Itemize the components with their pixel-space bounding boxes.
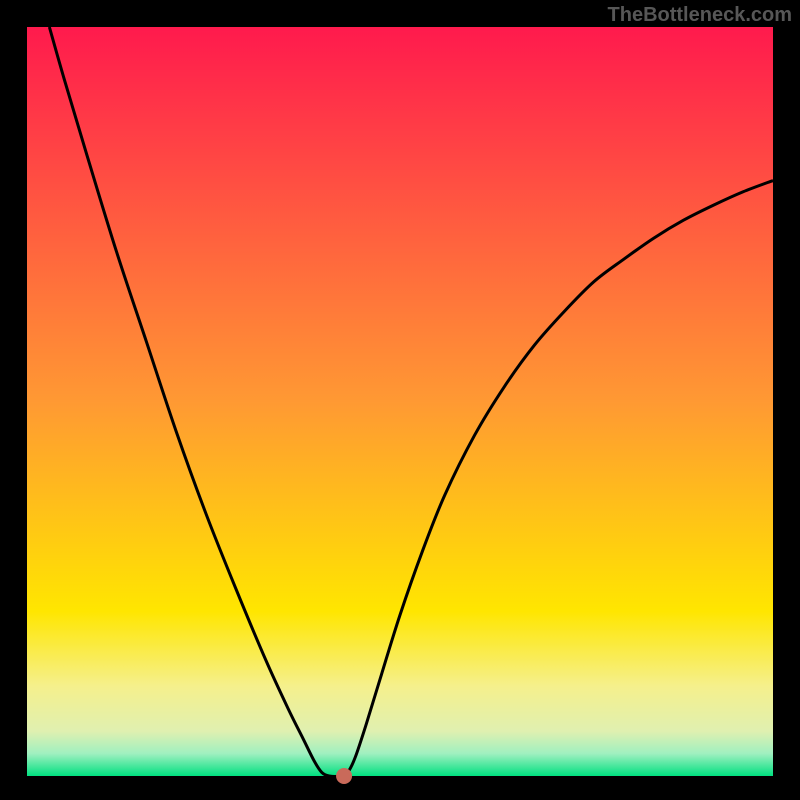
- optimal-point-marker: [336, 768, 352, 784]
- bottleneck-curve-svg: [27, 27, 773, 776]
- chart-plot-area: [27, 27, 773, 776]
- bottleneck-curve: [49, 27, 773, 776]
- attribution-watermark: TheBottleneck.com: [608, 4, 792, 27]
